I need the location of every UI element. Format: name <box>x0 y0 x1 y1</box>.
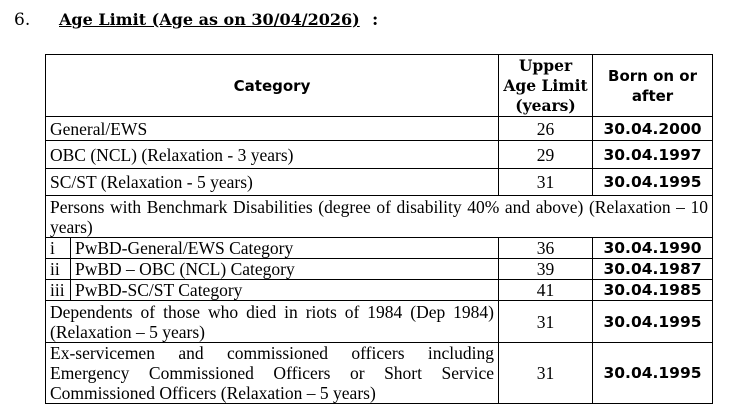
table-row: iii PwBD-SC/ST Category 41 30.04.1985 <box>45 279 714 301</box>
table-row: OBC (NCL) (Relaxation - 3 years) 29 30.04.… <box>44 140 714 169</box>
table-cell: 30.04.1990 <box>592 237 714 259</box>
header-row: Category Upper Age Limit (years) Born on… <box>44 54 714 117</box>
table-cell: 30.04.2000 <box>592 116 714 141</box>
table-cell: General/EWS <box>44 116 500 141</box>
table-row: SC/ST (Relaxation - 5 years) 31 30.04.1995 <box>44 168 714 196</box>
table-cell: 29 <box>498 140 594 169</box>
header-cell: Born on or after <box>592 54 714 117</box>
section-title: Age Limit (Age as on 30/04/2026) <box>59 10 360 29</box>
table-row: General/EWS 26 30.04.2000 <box>44 116 714 141</box>
title-suffix: : <box>372 10 379 30</box>
header-cell: Upper Age Limit (years) <box>498 54 594 117</box>
table-cell: 30.04.1985 <box>592 279 714 301</box>
table-cell: PwBD-General/EWS Category <box>69 237 500 259</box>
table-cell: 30.04.1995 <box>592 300 714 343</box>
table-cell: 31 <box>498 342 594 404</box>
table-cell: 30.04.1995 <box>592 342 714 404</box>
table-row: ii PwBD – OBC (NCL) Category 39 30.04.1987 <box>45 258 714 280</box>
table-cell: 31 <box>498 168 594 196</box>
table-row: Ex-servicemen and commissioned officers … <box>44 342 714 404</box>
table-cell: 30.04.1997 <box>592 140 714 169</box>
table-cell: Dependents of those who died in riots of… <box>44 300 500 343</box>
table-cell: i <box>45 237 71 259</box>
table-cell: Ex-servicemen and commissioned officers … <box>44 342 500 404</box>
table-cell: 30.04.1987 <box>592 258 714 280</box>
table-body: Category Upper Age Limit (years) Born on… <box>44 54 714 404</box>
table-cell: 31 <box>498 300 594 343</box>
table-cell: 36 <box>498 237 594 259</box>
table-cell: 41 <box>498 279 594 301</box>
table-cell: 39 <box>498 258 594 280</box>
table-cell: 30.04.1995 <box>592 168 714 196</box>
table-row: i PwBD-General/EWS Category 36 30.04.1990 <box>45 237 714 259</box>
table-row: Persons with Benchmark Disabilities (deg… <box>44 195 714 238</box>
header-cell: Category <box>44 54 500 117</box>
table-cell: PwBD-SC/ST Category <box>69 279 500 301</box>
table-cell: PwBD – OBC (NCL) Category <box>69 258 500 280</box>
table-cell: 26 <box>498 116 594 141</box>
age-table: Category Upper Age Limit (years) Born on… <box>44 54 714 404</box>
table-cell: ii <box>45 258 71 280</box>
table-cell: OBC (NCL) (Relaxation - 3 years) <box>44 140 500 169</box>
table-cell: SC/ST (Relaxation - 5 years) <box>44 168 500 196</box>
table-cell: iii <box>45 279 71 301</box>
table-cell: Persons with Benchmark Disabilities (deg… <box>44 195 714 238</box>
title-text: Age Limit (Age as on 30/04/2026) <box>59 10 360 29</box>
section-number: 6. <box>14 10 31 30</box>
table-row: Dependents of those who died in riots of… <box>44 300 714 343</box>
